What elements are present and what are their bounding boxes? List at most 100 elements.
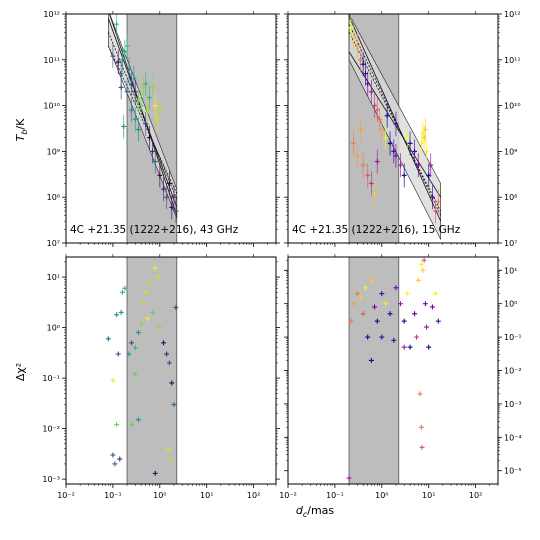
data-point (393, 111, 399, 136)
data-point (152, 470, 158, 476)
x-tick-label: 10⁻² (57, 491, 75, 500)
data-point (424, 139, 430, 164)
data-point (391, 139, 397, 164)
y-tick-label: 10⁻² (42, 425, 60, 434)
x-tick-label: 10⁻¹ (104, 491, 122, 500)
y-tick-label: 10¹ (504, 266, 517, 275)
data-point (421, 257, 427, 263)
data-point (391, 337, 397, 343)
y-tick-label: 10⁻¹ (42, 374, 60, 383)
data-point (365, 334, 371, 340)
data-point (365, 71, 371, 96)
fit-line (348, 32, 442, 212)
x-axis-label: dc/mas (296, 504, 335, 519)
data-point (387, 131, 393, 156)
data-point (420, 121, 426, 146)
data-point (152, 149, 158, 174)
data-point (132, 107, 138, 132)
data-point (135, 417, 141, 423)
x-tick-label: 10² (469, 491, 482, 500)
data-point (118, 75, 124, 100)
data-point (166, 171, 172, 196)
y-tick-label: 10⁸ (504, 193, 517, 202)
data-point (357, 117, 363, 142)
data-point (122, 285, 128, 291)
data-point (401, 318, 407, 324)
x-tick-label: 10⁰ (153, 491, 166, 500)
data-point (110, 377, 116, 383)
x-tick-label: 10¹ (200, 491, 213, 500)
data-point (112, 461, 118, 467)
data-point (407, 131, 413, 156)
data-point (374, 149, 380, 174)
data-point (414, 334, 420, 340)
data-point (368, 277, 374, 283)
data-point (377, 107, 383, 132)
plot-area (346, 257, 441, 484)
data-point (404, 125, 410, 150)
data-point (360, 153, 366, 178)
data-point (145, 98, 151, 123)
data-point (354, 291, 360, 297)
data-point (171, 185, 177, 210)
data-point (401, 344, 407, 350)
data-point (132, 371, 138, 377)
data-point (152, 93, 158, 118)
data-point (143, 111, 149, 136)
data-point (152, 265, 158, 271)
data-point (363, 285, 369, 291)
y-axis-label-bottom: Δχ² (14, 363, 27, 381)
data-point (141, 75, 147, 100)
data-point (419, 444, 425, 450)
data-point (415, 153, 421, 178)
data-point (114, 14, 120, 37)
y-tick-label: 10¹² (43, 10, 60, 19)
data-point (357, 47, 363, 72)
data-point (397, 153, 403, 178)
data-point (372, 181, 378, 206)
x-axis-label-unit: /mas (307, 504, 334, 517)
data-point (135, 117, 141, 142)
data-point (429, 185, 435, 210)
data-point (426, 344, 432, 350)
data-point (379, 291, 385, 297)
data-point (132, 345, 138, 351)
data-point (141, 301, 147, 307)
data-point (161, 177, 167, 202)
data-point (171, 402, 177, 408)
data-point (166, 360, 172, 366)
data-point (346, 475, 352, 481)
data-point (129, 340, 135, 346)
data-point (161, 340, 167, 346)
data-point (401, 163, 407, 188)
data-point (365, 163, 371, 188)
data-point (354, 34, 360, 59)
data-point (379, 117, 385, 142)
panel-annotation: 4C +21.35 (1222+216), 15 GHz (292, 224, 461, 236)
data-point (368, 171, 374, 196)
data-point (150, 309, 156, 315)
x-tick-label: 10⁰ (375, 491, 388, 500)
data-point (384, 103, 390, 128)
data-point (348, 15, 354, 40)
data-point (379, 334, 385, 340)
data-point (135, 329, 141, 335)
data-point (351, 131, 357, 156)
data-point (138, 93, 144, 118)
data-point (115, 49, 121, 74)
data-point (374, 318, 380, 324)
data-point (169, 195, 175, 220)
data-point (412, 139, 418, 164)
data-point (417, 391, 423, 397)
y-tick-label: 10⁰ (504, 300, 517, 309)
plot-area (105, 257, 179, 484)
y-tick-label: 10⁸ (47, 193, 60, 202)
data-point (114, 422, 120, 428)
data-point (351, 25, 357, 50)
fit-line (109, 14, 178, 216)
data-point (433, 198, 439, 223)
data-point (146, 125, 152, 150)
data-point (357, 295, 363, 301)
axes-frame (65, 256, 277, 485)
